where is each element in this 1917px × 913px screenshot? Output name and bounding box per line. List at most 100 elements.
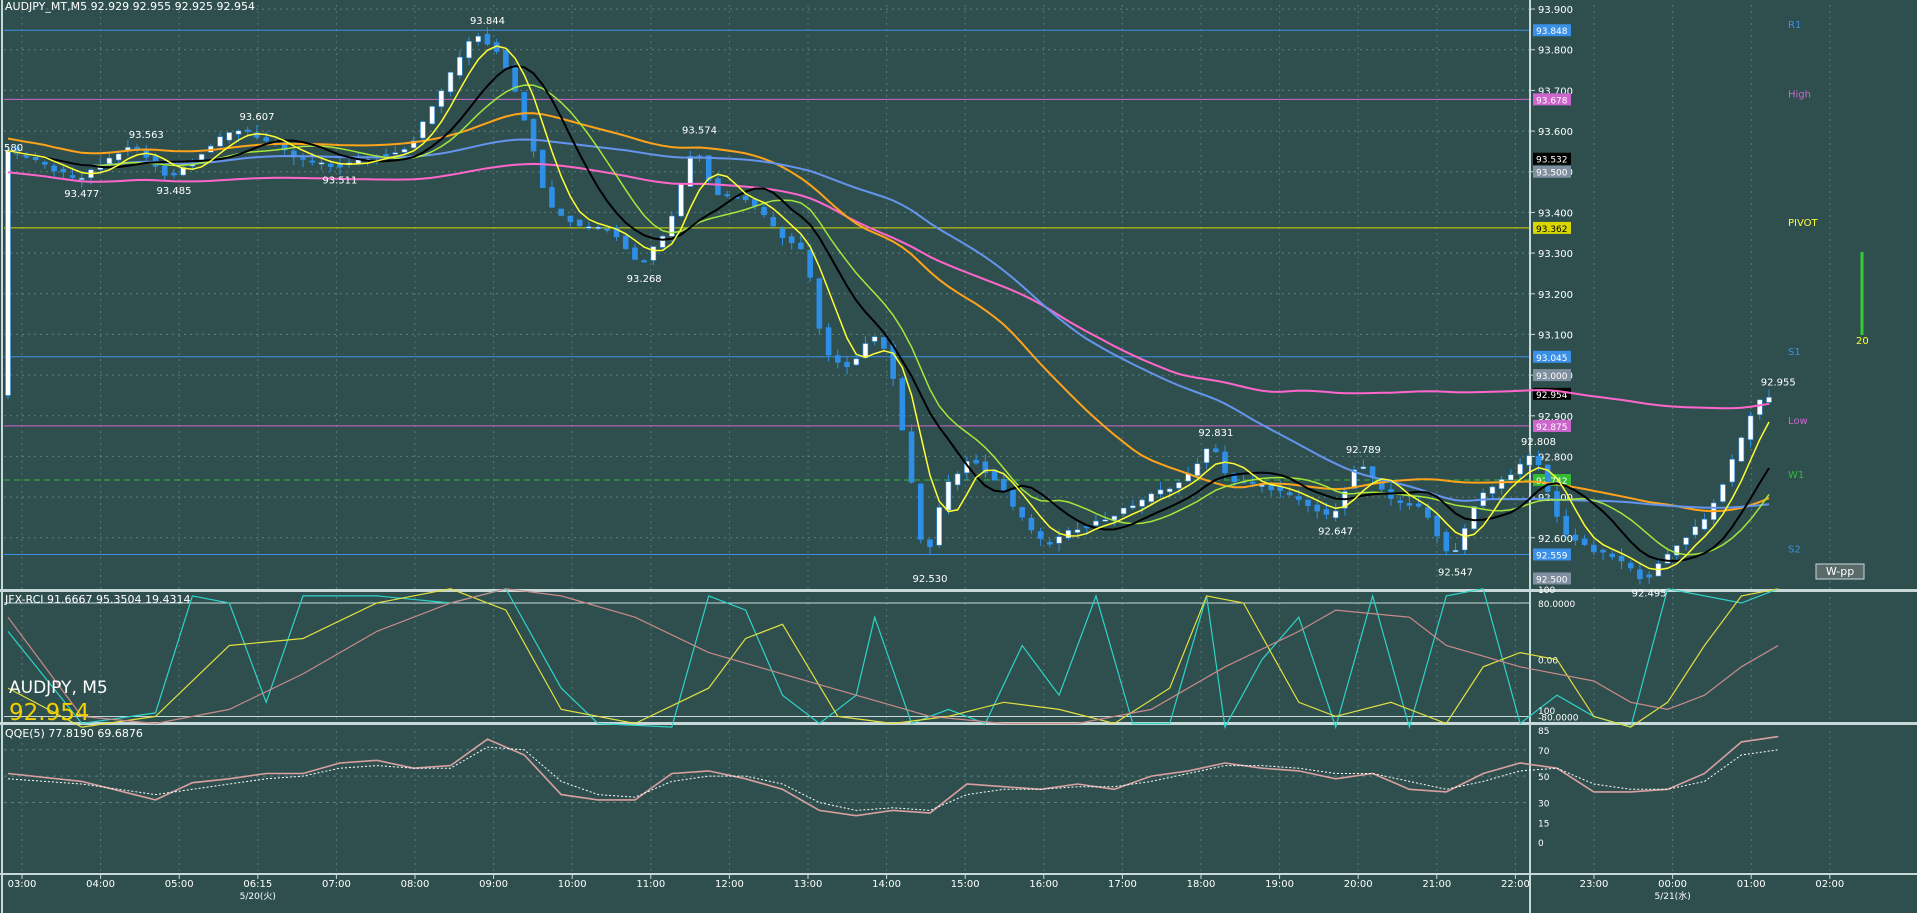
candle-body bbox=[604, 228, 611, 231]
time-tick-label: 05:00 bbox=[165, 879, 194, 890]
candle bbox=[346, 157, 352, 169]
candle bbox=[1176, 479, 1182, 495]
candle bbox=[5, 146, 11, 400]
candle bbox=[539, 149, 546, 188]
symbol-last-price: 92.954 bbox=[9, 700, 90, 726]
qqe-tick-label: 30 bbox=[1538, 799, 1550, 809]
candle-body bbox=[1093, 520, 1099, 526]
candle bbox=[1766, 389, 1772, 405]
candle bbox=[78, 171, 85, 188]
qqe-tick-label: 100 bbox=[1538, 707, 1555, 717]
time-tick-label: 20:00 bbox=[1344, 879, 1373, 890]
candle bbox=[1213, 444, 1219, 453]
candle-body bbox=[438, 90, 445, 107]
candle-body bbox=[982, 461, 989, 473]
candle-body bbox=[244, 129, 251, 132]
candle bbox=[1000, 474, 1007, 493]
candle bbox=[881, 337, 887, 351]
candle-body bbox=[1554, 491, 1560, 517]
candle bbox=[337, 158, 343, 175]
pane-separator bbox=[0, 589, 1917, 592]
symbol-ohlc-label: AUDJPY_MT,M5 92.929 92.955 92.925 92.954 bbox=[5, 0, 256, 13]
candle-body bbox=[1415, 503, 1422, 507]
candle bbox=[1065, 527, 1072, 541]
candle bbox=[134, 143, 140, 153]
candle-body bbox=[410, 140, 417, 149]
candle-body bbox=[1010, 489, 1016, 507]
candle-body bbox=[742, 195, 749, 201]
price-tick-label: 92.600 bbox=[1538, 534, 1573, 545]
candle-body bbox=[1074, 529, 1081, 533]
candle bbox=[1019, 507, 1026, 521]
level-price-label: 93.000 bbox=[1536, 372, 1568, 382]
date-label: 5/21(水) bbox=[1654, 890, 1690, 902]
candle-body bbox=[1544, 464, 1551, 492]
swing-price-label: 92.495 bbox=[1632, 588, 1667, 599]
level-price-box bbox=[1533, 419, 1571, 432]
candle-body bbox=[788, 236, 795, 244]
candle bbox=[779, 226, 786, 246]
candle-body bbox=[1489, 486, 1496, 494]
candle-body bbox=[1618, 555, 1625, 562]
candle-body bbox=[1517, 463, 1523, 475]
candle-body bbox=[853, 358, 860, 366]
candle-body bbox=[1498, 479, 1505, 489]
candle bbox=[742, 193, 749, 203]
candle bbox=[254, 124, 260, 140]
candle bbox=[484, 27, 491, 46]
candle-body bbox=[171, 172, 177, 176]
candle bbox=[1471, 505, 1477, 531]
swing-price-label: 93.574 bbox=[682, 126, 717, 137]
ma-orange-line bbox=[7, 112, 1770, 513]
level-name-s1: S1 bbox=[1788, 347, 1801, 358]
candle bbox=[1757, 399, 1763, 420]
time-tick-label: 11:00 bbox=[636, 879, 665, 890]
candle bbox=[217, 132, 223, 148]
candle bbox=[1461, 523, 1468, 555]
candle bbox=[687, 150, 694, 187]
candle-body bbox=[115, 153, 122, 161]
candle-body bbox=[300, 157, 306, 160]
wpp-button[interactable]: W-pp bbox=[1815, 563, 1865, 580]
candle-body bbox=[1406, 503, 1413, 506]
candle-body bbox=[5, 150, 11, 396]
time-tick-label: 03:00 bbox=[8, 879, 37, 890]
swing-price-label: 93.607 bbox=[239, 112, 274, 123]
candle-body bbox=[908, 431, 915, 483]
candle bbox=[558, 208, 565, 217]
candle-body bbox=[1434, 515, 1440, 537]
candle bbox=[834, 349, 841, 369]
candle bbox=[1314, 499, 1321, 519]
candle bbox=[1489, 485, 1496, 500]
candle bbox=[1397, 496, 1404, 511]
candle bbox=[32, 152, 39, 163]
candle bbox=[816, 277, 823, 335]
price-tick-label: 92.800 bbox=[1538, 452, 1573, 463]
swing-price-label: 92.808 bbox=[1521, 437, 1556, 448]
candle-body bbox=[539, 149, 546, 188]
candle-body bbox=[1701, 518, 1708, 530]
candle-body bbox=[309, 160, 316, 163]
level-price-box bbox=[1533, 369, 1571, 382]
candle bbox=[1498, 475, 1505, 495]
candle bbox=[945, 474, 952, 515]
level-name-pivot: PIVOT bbox=[1788, 218, 1819, 229]
candle-body bbox=[807, 249, 813, 278]
candle bbox=[1609, 550, 1616, 560]
candle-body bbox=[724, 194, 730, 197]
candle bbox=[1388, 483, 1394, 506]
candle-body bbox=[475, 35, 482, 43]
candle bbox=[632, 243, 638, 260]
candle-body bbox=[1738, 437, 1745, 462]
candle-body bbox=[1139, 499, 1145, 507]
level-name-low: Low bbox=[1788, 416, 1808, 427]
candle-body bbox=[770, 217, 777, 227]
candle-body bbox=[825, 327, 832, 356]
candle-body bbox=[954, 473, 961, 486]
candle-body bbox=[881, 337, 887, 349]
candle bbox=[447, 71, 454, 97]
candle bbox=[1157, 482, 1164, 498]
candle bbox=[1130, 499, 1136, 510]
